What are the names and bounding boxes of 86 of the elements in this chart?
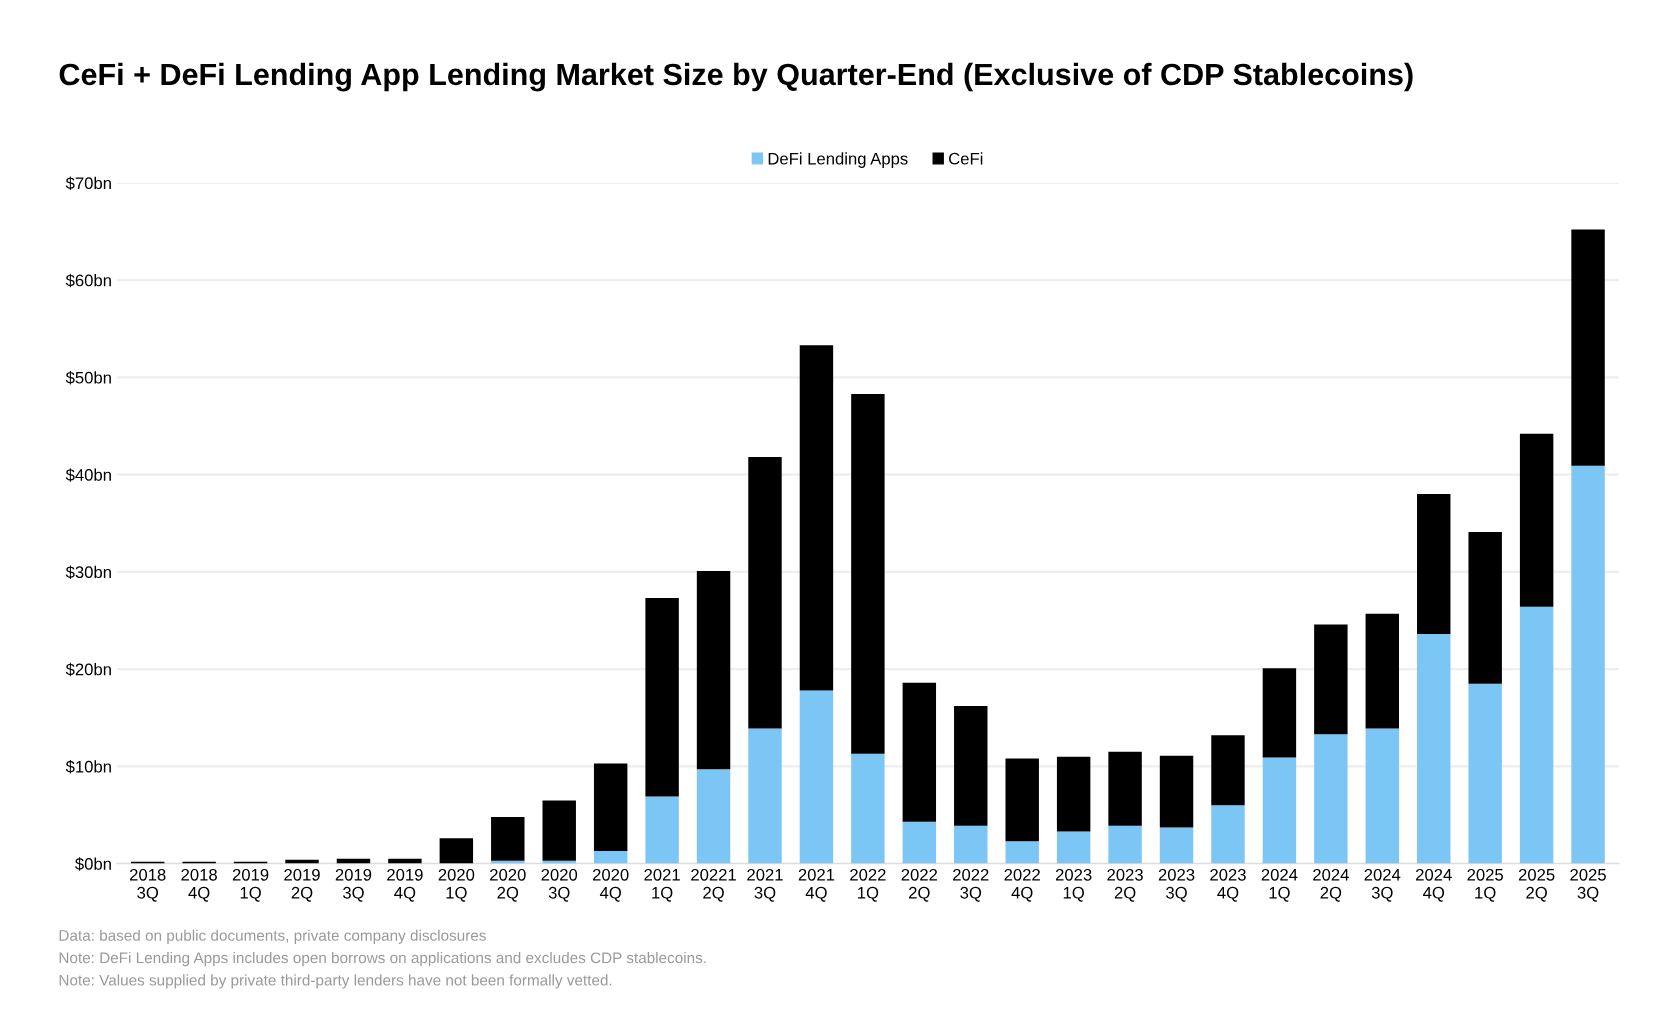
- bar: [542, 800, 576, 861]
- y-tick-label: $20bn: [65, 662, 111, 677]
- bar: [799, 690, 834, 864]
- bar: [748, 728, 782, 864]
- x-tick-label: 2020 1Q: [438, 868, 475, 902]
- text: Note: DeFi Lending Apps includes open borrows on applications and excludes CDP stablecoins.: [59, 951, 706, 967]
- x-tick-label: 2022 1Q: [850, 868, 886, 902]
- bar: [1314, 734, 1348, 864]
- bar: [1417, 494, 1451, 635]
- x-tick-label: 2019 4Q: [387, 868, 423, 902]
- x-tick-label: 2024 4Q: [1416, 868, 1452, 902]
- x-tick-label: 2022 2Q: [901, 868, 938, 902]
- x-tick-label: 2018 4Q: [181, 868, 217, 902]
- bar: [1314, 624, 1348, 735]
- bar: [593, 850, 628, 864]
- y-tick-label: $0bn: [75, 857, 111, 871]
- y-tick-label: $60bn: [65, 273, 111, 288]
- bar: [1519, 606, 1554, 864]
- x-tick-label: 2025 1Q: [1467, 868, 1504, 902]
- bar: [1262, 668, 1297, 758]
- bar: [902, 821, 937, 864]
- bar: [1519, 433, 1554, 607]
- bar: [954, 706, 988, 826]
- chart-title: CeFi + DeFi Lending App Lending Market Size by Quarter-End (Exclusive of CDP Stablecoins): [59, 62, 1413, 92]
- bar: [696, 769, 731, 864]
- bar: [799, 345, 834, 691]
- bar: [1211, 735, 1245, 806]
- bar: [1056, 831, 1091, 864]
- bar: [1468, 683, 1502, 864]
- bar: [1211, 805, 1245, 864]
- bar: [748, 457, 782, 729]
- bar: [593, 763, 628, 851]
- text: Note: Values supplied by private third-party lenders have not been formally vetted.: [59, 974, 612, 989]
- y-tick-label: $40bn: [65, 468, 111, 482]
- x-tick-label: 2022 4Q: [1004, 868, 1040, 902]
- bar: [1468, 531, 1502, 684]
- bar: [1108, 825, 1142, 864]
- text: Data: based on public documents, private company disclosures: [59, 929, 486, 944]
- y-tick-label: $50bn: [65, 371, 111, 385]
- x-tick-label: 2025 2Q: [1518, 868, 1555, 902]
- bar: [1571, 465, 1605, 864]
- x-tick-label: 2025 3Q: [1570, 868, 1606, 902]
- y-tick-label: $10bn: [65, 760, 111, 774]
- bar: [1417, 634, 1451, 864]
- bar: [1262, 757, 1297, 864]
- x-tick-label: 20221 2Q: [691, 868, 736, 902]
- x-tick-label: 2019 2Q: [284, 868, 320, 902]
- bar: [851, 393, 885, 754]
- bar: [1365, 613, 1400, 729]
- x-tick-label: 2024 2Q: [1313, 868, 1349, 902]
- bar: [1159, 755, 1194, 828]
- bar: [1365, 728, 1400, 864]
- x-tick-label: 2023 3Q: [1158, 868, 1195, 902]
- y-tick-label: $70bn: [65, 176, 111, 191]
- x-tick-label: 2020 2Q: [490, 868, 526, 902]
- bar: [1108, 751, 1142, 826]
- x-tick-label: 2023 4Q: [1210, 868, 1246, 902]
- x-tick-label: 2024 1Q: [1261, 868, 1298, 902]
- bar: [851, 753, 885, 864]
- bar: [645, 796, 679, 864]
- bar: [439, 838, 474, 864]
- bar: [1571, 229, 1605, 466]
- bar: [696, 570, 731, 770]
- x-tick-label: 2023 2Q: [1107, 868, 1143, 902]
- bar: [1056, 756, 1091, 832]
- bar: [645, 598, 679, 797]
- legend-label: DeFi Lending Apps: [768, 152, 908, 168]
- x-tick-label: 2024 3Q: [1364, 868, 1401, 902]
- x-tick-label: 2019 1Q: [232, 868, 269, 902]
- x-tick-label: 2020 3Q: [541, 868, 578, 902]
- bar: [1005, 841, 1039, 864]
- x-tick-label: 2018 3Q: [130, 868, 166, 902]
- x-tick-label: 2023 1Q: [1055, 868, 1092, 902]
- bar: [1159, 827, 1194, 864]
- x-tick-label: 2021 3Q: [747, 868, 783, 902]
- legend-label: CeFi: [949, 152, 983, 165]
- x-tick-label: 2020 4Q: [592, 868, 629, 902]
- bar: [902, 682, 937, 822]
- x-tick-label: 2022 3Q: [953, 868, 989, 902]
- y-tick-label: $30bn: [65, 565, 111, 580]
- bar: [1005, 758, 1039, 842]
- x-tick-label: 2021 4Q: [798, 868, 835, 902]
- x-tick-label: 2021 1Q: [644, 868, 680, 902]
- bar: [491, 816, 525, 861]
- bar: [954, 825, 988, 864]
- x-tick-label: 2019 3Q: [335, 868, 372, 902]
